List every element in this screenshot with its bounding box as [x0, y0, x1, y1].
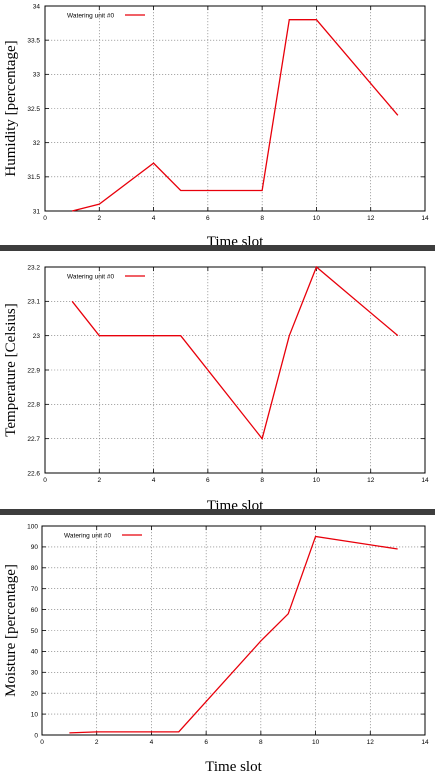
x-tick-label: 14	[421, 477, 429, 484]
x-tick-label: 4	[152, 215, 156, 222]
y-tick-label: 33.5	[27, 37, 40, 44]
x-tick-label: 6	[206, 215, 210, 222]
x-tick-label: 10	[313, 477, 321, 484]
y-tick-label: 10	[31, 711, 39, 718]
legend-label: Watering unit #0	[64, 532, 111, 539]
x-tick-label: 8	[260, 215, 264, 222]
x-tick-label: 2	[97, 215, 101, 222]
x-tick-label: 0	[43, 477, 47, 484]
y-axis-label: Temperature [Celsius]	[3, 303, 19, 436]
x-tick-label: 0	[43, 215, 47, 222]
legend-label: Watering unit #0	[67, 273, 114, 280]
y-tick-label: 100	[27, 523, 38, 530]
panel-divider	[0, 245, 435, 251]
y-tick-label: 30	[31, 670, 39, 677]
x-tick-label: 10	[313, 215, 321, 222]
legend-label: Watering unit #0	[67, 12, 114, 19]
moisture-chart-panel: 0 2 4 6 8 10 12 14 0 10 20 30 40 50 60 70 80 90 100 Moistur…	[0, 515, 435, 771]
y-tick-label: 33	[33, 72, 41, 79]
x-axis-label: Time slot	[207, 234, 264, 245]
y-tick-label: 32	[33, 140, 41, 147]
y-tick-label: 22.8	[27, 402, 40, 409]
y-tick-label: 22.7	[27, 436, 40, 443]
x-tick-label: 2	[95, 739, 99, 746]
y-tick-label: 23.2	[27, 264, 40, 271]
humidity-chart: 0 2 4 6 8 10 12 14 31 31.5 32 32.5 33 33.5 34 Humidity …	[3, 3, 429, 245]
moisture-chart: 0 2 4 6 8 10 12 14 0 10 20 30 40 50 60 70 80 90 100 Moistur…	[3, 523, 429, 771]
y-tick-label: 60	[31, 607, 39, 614]
y-tick-label: 34	[33, 3, 41, 10]
y-tick-label: 0	[34, 732, 38, 739]
x-tick-label: 6	[206, 477, 210, 484]
x-tick-label: 4	[152, 477, 156, 484]
y-tick-label: 90	[31, 544, 39, 551]
series-line	[71, 19, 399, 212]
y-tick-label: 70	[31, 586, 39, 593]
x-tick-label: 4	[150, 739, 154, 746]
y-tick-label: 20	[31, 691, 39, 698]
y-tick-label: 31	[33, 208, 41, 215]
x-tick-label: 2	[97, 477, 101, 484]
y-tick-label: 23.1	[27, 299, 40, 306]
x-tick-label: 14	[421, 215, 429, 222]
panel-divider	[0, 509, 435, 515]
temperature-chart-panel: 0 2 4 6 8 10 12 14 22.6 22.7 22.8 22.9 23 23.1 23.2 Tem…	[0, 251, 435, 509]
x-axis-label: Time slot	[205, 759, 262, 771]
x-tick-label: 12	[367, 215, 375, 222]
x-tick-label: 12	[367, 739, 375, 746]
x-tick-label: 0	[40, 739, 44, 746]
x-tick-label: 14	[421, 739, 429, 746]
x-tick-label: 12	[367, 477, 375, 484]
y-tick-label: 40	[31, 649, 39, 656]
y-tick-label: 31.5	[27, 174, 40, 181]
x-tick-label: 8	[259, 739, 263, 746]
y-tick-label: 80	[31, 565, 39, 572]
y-tick-label: 50	[31, 628, 39, 635]
x-tick-label: 6	[204, 739, 208, 746]
series-line	[69, 535, 398, 734]
x-axis-label: Time slot	[207, 498, 264, 509]
y-axis-label: Humidity [percentage]	[3, 40, 19, 176]
y-tick-label: 22.6	[27, 470, 40, 477]
x-tick-label: 10	[312, 739, 320, 746]
y-tick-label: 22.9	[27, 367, 40, 374]
x-tick-label: 8	[260, 477, 264, 484]
humidity-chart-panel: 0 2 4 6 8 10 12 14 31 31.5 32 32.5 33 33.5 34 Humidity …	[0, 0, 435, 245]
y-tick-label: 23	[33, 333, 41, 340]
y-axis-label: Moisture [percentage]	[3, 564, 19, 697]
y-tick-label: 32.5	[27, 106, 40, 113]
temperature-chart: 0 2 4 6 8 10 12 14 22.6 22.7 22.8 22.9 23 23.1 23.2 Tem…	[3, 264, 429, 509]
series-line	[71, 265, 399, 441]
